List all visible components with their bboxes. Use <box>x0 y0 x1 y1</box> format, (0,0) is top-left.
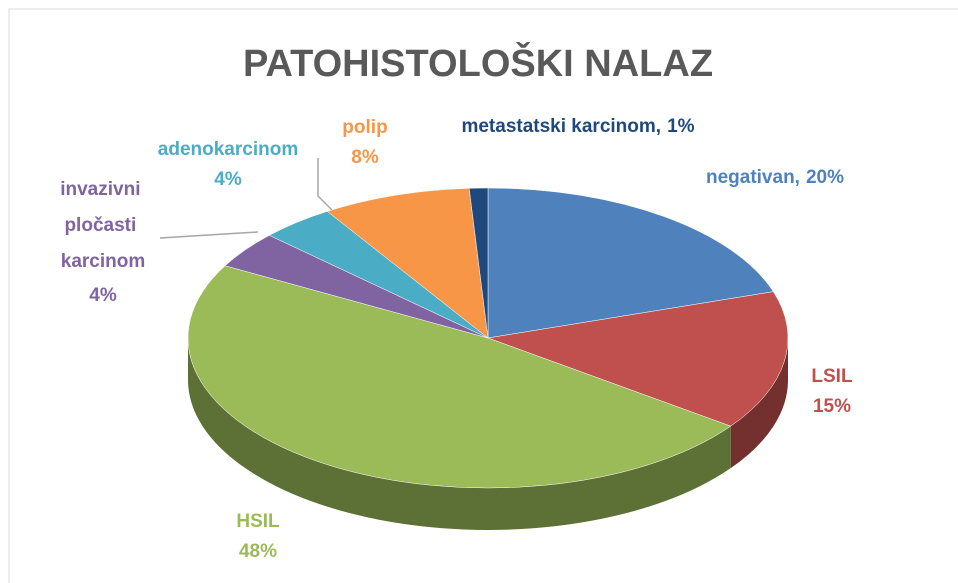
pie-slice <box>487 187 774 339</box>
label-value: 1% <box>667 116 695 137</box>
label-line: invazivni <box>60 179 146 200</box>
label-category: HSIL <box>236 511 280 532</box>
data-label: LSIL 15% <box>811 366 853 417</box>
label-category: metastatski karcinom, <box>461 116 661 137</box>
pie-side <box>730 338 789 469</box>
pie-sides <box>188 338 789 530</box>
label-value: 4% <box>214 169 242 190</box>
pie-slice <box>468 187 489 339</box>
data-label: invazivni pločasti karcinom 4% <box>60 179 146 306</box>
pie-tops <box>187 187 789 489</box>
label-line: karcinom <box>61 251 145 272</box>
data-label: polip 8% <box>342 117 387 168</box>
data-label: adenokarcinom 4% <box>158 139 298 190</box>
label-category: negativan, <box>706 167 800 188</box>
pie-slice <box>187 265 732 489</box>
data-label: metastatski karcinom, 1% <box>461 116 694 137</box>
label-line: pločasti <box>64 215 141 236</box>
label-category: invazivni pločasti karcinom <box>60 179 146 272</box>
label-value: 8% <box>351 147 379 168</box>
label-value: 4% <box>89 285 117 306</box>
label-category: polip <box>342 117 387 138</box>
label-value: 48% <box>239 541 277 562</box>
leader-line <box>317 158 333 211</box>
label-category: adenokarcinom <box>158 139 298 160</box>
pie-side <box>188 338 731 530</box>
label-category: LSIL <box>811 366 853 387</box>
label-value: 20% <box>806 167 844 188</box>
data-label: HSIL 48% <box>236 511 280 562</box>
chart-title: PATOHISTOLOŠKI NALAZ <box>243 40 713 85</box>
data-label: negativan, 20% <box>706 167 844 188</box>
pie-slice <box>487 291 789 427</box>
pie-slice <box>326 188 489 339</box>
label-value: 15% <box>813 396 851 417</box>
leader-line <box>159 231 259 239</box>
data-labels: negativan, 20% LSIL 15% HSIL 48% invazivni plo… <box>60 116 853 562</box>
